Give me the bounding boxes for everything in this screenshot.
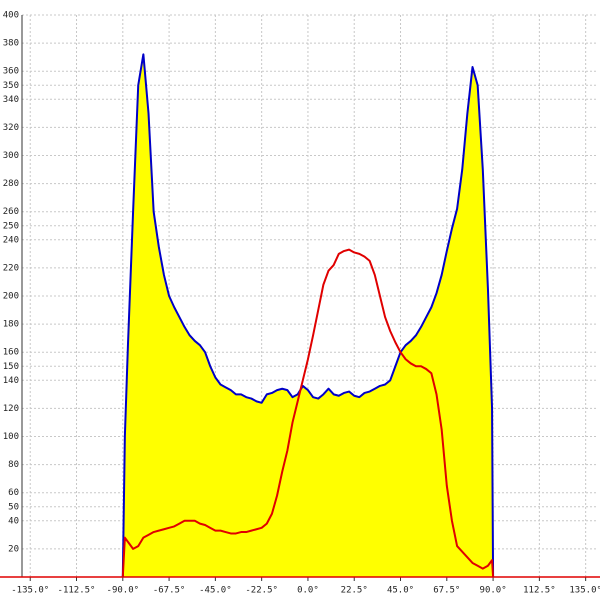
area-fill xyxy=(122,54,494,577)
x-tick-label: -22.5° xyxy=(245,586,278,596)
y-tick-label: 180 xyxy=(3,320,19,330)
x-tick-label: 67.5° xyxy=(433,586,460,596)
series-line xyxy=(121,248,495,578)
y-tick-label: 20 xyxy=(8,544,19,554)
y-tick-label: 250 xyxy=(3,221,19,231)
y-tick-label: 80 xyxy=(8,460,19,470)
y-tick-label: 260 xyxy=(3,207,19,217)
y-tick-label: 340 xyxy=(3,95,19,105)
y-tick-label: 350 xyxy=(3,81,19,91)
y-tick-label: 100 xyxy=(3,432,19,442)
x-tick-label: 135.0° xyxy=(569,586,600,596)
x-tick-label: 90.0° xyxy=(480,586,507,596)
y-tick-label: 320 xyxy=(3,123,19,133)
y-tick-label: 120 xyxy=(3,404,19,414)
y-tick-label: 200 xyxy=(3,292,19,302)
x-tick-label: 112.5° xyxy=(523,586,556,596)
x-tick-label: 22.5° xyxy=(341,586,368,596)
y-tick-label: 360 xyxy=(3,67,19,77)
y-tick-label: 40 xyxy=(8,516,19,526)
y-tick-label: 380 xyxy=(3,39,19,49)
y-tick-label: 140 xyxy=(3,376,19,386)
x-tick-label: -112.5° xyxy=(58,586,96,596)
series-line xyxy=(121,53,495,578)
y-tick-label: 280 xyxy=(3,179,19,189)
x-tick-label: -135.0° xyxy=(11,586,49,596)
y-tick-label: 60 xyxy=(8,488,19,498)
y-tick-label: 160 xyxy=(3,348,19,358)
x-tick-label: -67.5° xyxy=(153,586,186,596)
y-tick-label: 50 xyxy=(8,502,19,512)
x-tick-label: 0.0° xyxy=(297,586,319,596)
y-tick-label: 240 xyxy=(3,235,19,245)
y-tick-label: 150 xyxy=(3,362,19,372)
y-tick-label: 400 xyxy=(3,11,19,21)
x-tick-label: 45.0° xyxy=(387,586,414,596)
x-tick-label: -45.0° xyxy=(199,586,232,596)
x-tick-label: -90.0° xyxy=(107,586,140,596)
y-tick-label: 220 xyxy=(3,263,19,273)
y-tick-label: 300 xyxy=(3,151,19,161)
